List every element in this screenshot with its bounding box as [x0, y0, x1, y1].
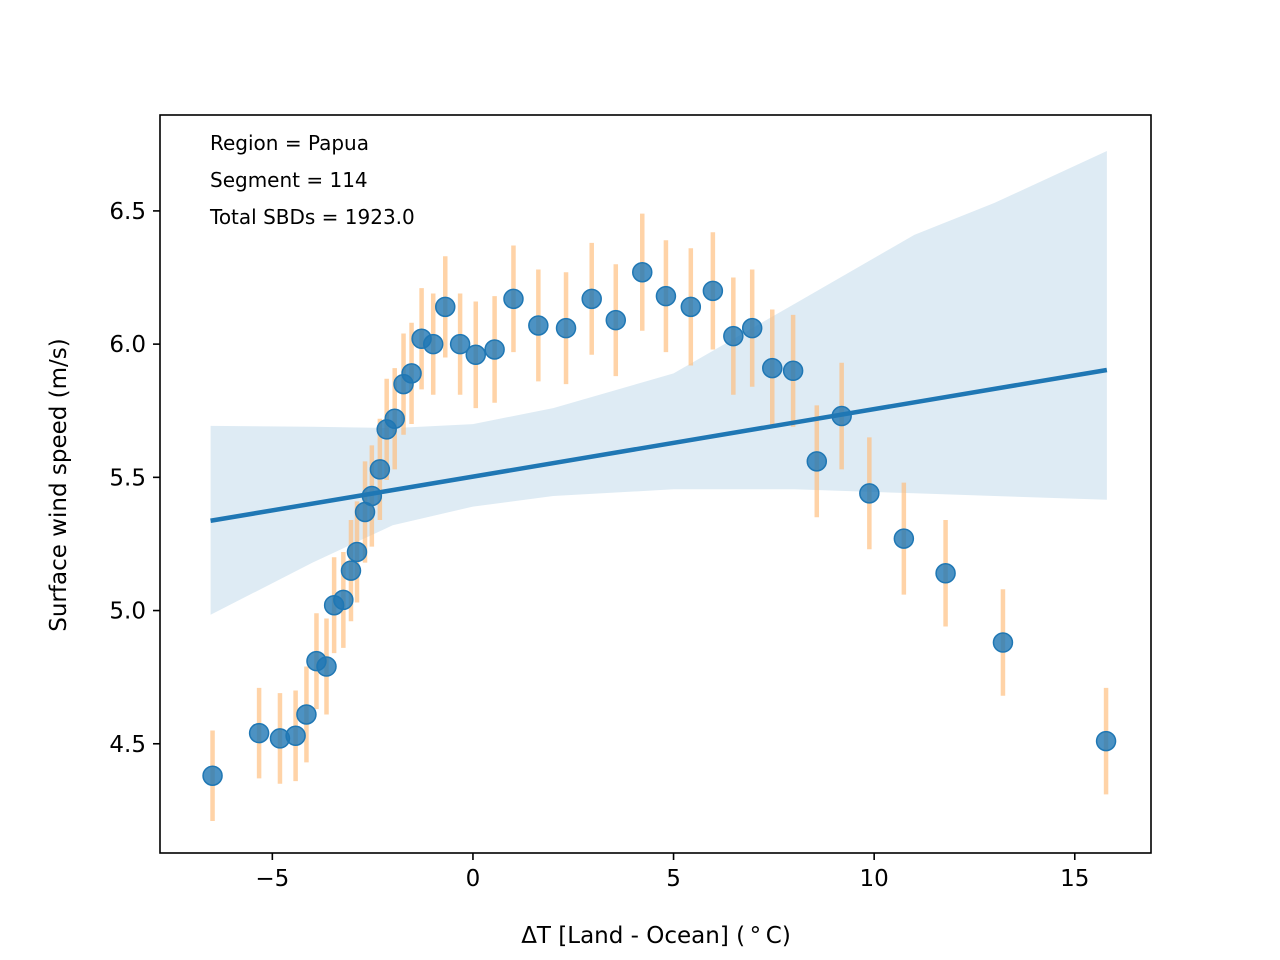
- data-point: [503, 288, 524, 310]
- data-point: [285, 725, 306, 747]
- data-point: [333, 589, 354, 611]
- data-point: [702, 280, 724, 302]
- y-axis-label: Surface wind speed (m/s): [46, 338, 72, 632]
- data-point: [893, 528, 915, 549]
- confidence-band: [210, 151, 1107, 615]
- data-point: [369, 459, 391, 480]
- data-point: [449, 333, 471, 355]
- data-point: [605, 309, 627, 331]
- data-point: [435, 296, 456, 318]
- x-tick-label: 15: [1060, 866, 1089, 892]
- y-tick-label: 6.0: [109, 332, 146, 358]
- data-point: [346, 541, 368, 563]
- data-point: [632, 261, 653, 283]
- data-point: [581, 288, 602, 310]
- x-axis: −5 0 5 10 15: [255, 853, 1089, 892]
- data-point: [655, 285, 677, 307]
- data-point: [741, 317, 763, 339]
- data-point: [806, 451, 828, 472]
- x-tick-label: 0: [466, 866, 481, 892]
- data-point: [992, 632, 1014, 653]
- data-point: [859, 483, 880, 504]
- data-point: [384, 408, 405, 429]
- x-tick-label: 10: [860, 866, 889, 892]
- data-point: [782, 360, 804, 382]
- annotation-region: Region = Papua: [210, 131, 369, 155]
- regression-line: [210, 367, 1108, 523]
- plot-area: [202, 151, 1117, 822]
- data-point: [465, 344, 487, 366]
- x-tick-label: 5: [666, 866, 681, 892]
- x-tick-label: −5: [255, 866, 289, 892]
- x-axis-label: ΔT [Land - Ocean] ( ° C): [521, 923, 791, 949]
- data-point: [1095, 730, 1117, 752]
- data-point: [248, 722, 270, 744]
- data-point: [296, 704, 317, 725]
- y-tick-label: 6.5: [109, 199, 146, 225]
- data-point: [935, 563, 956, 584]
- annotation-total-sbds: Total SBDs = 1923.0: [209, 205, 415, 229]
- y-axis: 4.5 5.0 5.5 6.0 6.5: [109, 199, 160, 758]
- annotation-segment: Segment = 114: [210, 168, 368, 192]
- data-point: [484, 339, 505, 360]
- y-tick-label: 5.5: [109, 465, 146, 491]
- data-point: [340, 560, 362, 581]
- data-point: [680, 296, 702, 318]
- data-point: [762, 357, 783, 379]
- data-point: [555, 317, 577, 339]
- data-point: [316, 656, 337, 677]
- axes-frame: [159, 114, 1152, 854]
- data-point: [401, 363, 422, 384]
- data-point: [422, 333, 444, 355]
- data-point: [202, 765, 223, 786]
- y-tick-label: 5.0: [109, 599, 146, 625]
- data-point: [528, 315, 549, 336]
- y-tick-label: 4.5: [109, 732, 146, 758]
- data-point: [723, 325, 744, 347]
